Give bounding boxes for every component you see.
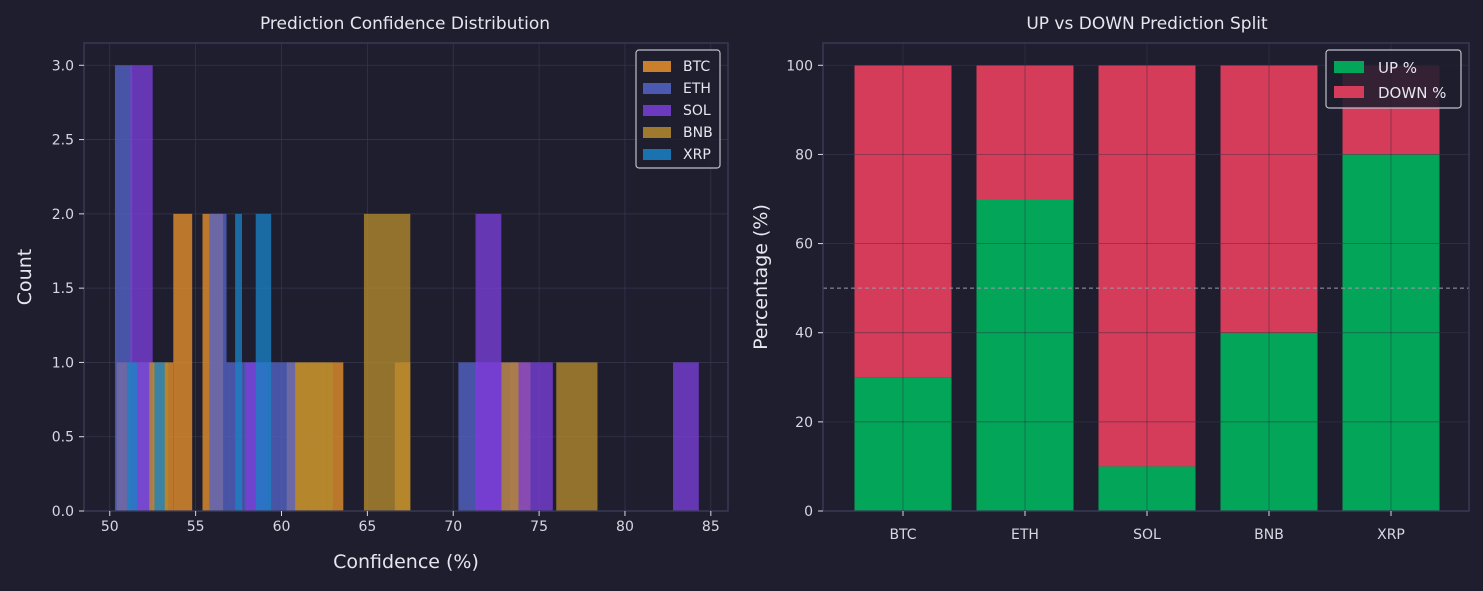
histogram-legend-label-xrp: XRP [683, 147, 711, 163]
split-legend: UP % DOWN % [1325, 49, 1462, 109]
histogram-legend: BTC ETH SOL BNB XRP [635, 49, 721, 169]
histogram-x-axis-label: Confidence (%) [333, 551, 479, 573]
histogram-bar-xrp [235, 213, 242, 511]
split-x-tick-label-sol: SOL [1133, 527, 1161, 543]
split-x-tick-label-btc: BTC [889, 527, 916, 543]
up-down-split-panel: UP vs DOWN Prediction Split BTC ETH SOL BNB… [750, 14, 1470, 543]
histogram-y-ticks: 0.0 0.5 1.0 1.5 2.0 2.5 3.0 [52, 58, 84, 520]
histogram-x-tick-label: 60 [273, 519, 291, 535]
histogram-x-tick-label: 75 [530, 519, 548, 535]
histogram-bar-bnb [501, 362, 519, 511]
split-y-tick-label: 40 [795, 326, 813, 342]
split-legend-swatch-up [1334, 61, 1364, 73]
histogram-bars [114, 65, 699, 512]
histogram-bar-bnb [556, 362, 598, 511]
histogram-y-tick-label: 2.0 [52, 207, 74, 223]
histogram-x-tick-label: 80 [616, 519, 634, 535]
histogram-y-tick-label: 1.0 [52, 355, 74, 371]
split-x-tick-label-xrp: XRP [1377, 527, 1405, 543]
histogram-x-ticks: 50 55 60 65 70 75 80 85 [101, 511, 720, 535]
histogram-legend-swatch-bnb [643, 127, 671, 138]
histogram-legend-swatch-btc [643, 61, 671, 72]
histogram-bar-sol [475, 362, 502, 511]
histogram-legend-swatch-eth [643, 83, 671, 94]
histogram-y-tick-label: 2.5 [52, 133, 74, 149]
histogram-legend-swatch-xrp [643, 149, 671, 160]
histogram-x-tick-label: 65 [358, 519, 376, 535]
histogram-legend-label-bnb: BNB [683, 125, 713, 141]
split-legend-swatch-down [1334, 86, 1364, 98]
histogram-y-tick-label: 0.5 [52, 430, 74, 446]
histogram-x-tick-label: 55 [187, 519, 205, 535]
split-y-tick-label: 60 [795, 237, 813, 253]
histogram-legend-swatch-sol [643, 105, 671, 116]
split-legend-label-up: UP % [1378, 59, 1417, 77]
split-y-axis-label: Percentage (%) [750, 204, 772, 350]
histogram-bar-sol [673, 362, 699, 511]
split-y-tick-label: 20 [795, 415, 813, 431]
histogram-frame [83, 42, 729, 512]
histogram-bar-sol [527, 362, 553, 511]
split-frame [822, 42, 1470, 512]
histogram-bar-eth [209, 213, 227, 511]
histogram-bar-eth [458, 362, 478, 511]
histogram-legend-label-btc: BTC [683, 59, 710, 75]
histogram-bar-xrp [126, 362, 138, 511]
histogram-bar-xrp [154, 362, 165, 511]
histogram-y-tick-label: 1.5 [52, 281, 74, 297]
histogram-bar-bnb [314, 362, 334, 511]
histogram-x-tick-label: 70 [444, 519, 462, 535]
histogram-y-tick-label: 3.0 [52, 58, 74, 74]
histogram-bar-bnb [295, 362, 315, 511]
split-x-tick-label-eth: ETH [1011, 527, 1039, 543]
histogram-series-xrp [126, 213, 272, 511]
split-legend-label-down: DOWN % [1378, 84, 1446, 102]
histogram-bar-eth [278, 362, 296, 511]
split-y-tick-label: 80 [795, 147, 813, 163]
histogram-title: Prediction Confidence Distribution [260, 14, 550, 34]
histogram-x-tick-label: 85 [702, 519, 720, 535]
histogram-bar-xrp [255, 213, 272, 511]
histogram-legend-label-eth: ETH [683, 81, 711, 97]
histogram-bar-btc [173, 213, 193, 511]
histogram-legend-label-sol: SOL [683, 103, 711, 119]
histogram-y-tick-label: 0.0 [52, 504, 74, 520]
split-x-ticks: BTC ETH SOL BNB XRP [889, 511, 1405, 543]
split-grid-overlay [823, 43, 1469, 512]
histogram-legend-box [635, 49, 721, 169]
split-title: UP vs DOWN Prediction Split [1026, 14, 1268, 34]
split-y-ticks: 0 20 40 60 80 100 [786, 58, 823, 520]
confidence-histogram-panel: Prediction Confidence Distribution 50 55 6… [14, 14, 729, 573]
split-y-tick-label: 100 [786, 58, 813, 74]
histogram-bar-bnb [363, 213, 411, 511]
split-y-tick-label: 0 [804, 504, 813, 520]
histogram-x-tick-label: 50 [101, 519, 119, 535]
histogram-y-axis-label: Count [14, 249, 36, 305]
split-x-tick-label-bnb: BNB [1254, 527, 1284, 543]
